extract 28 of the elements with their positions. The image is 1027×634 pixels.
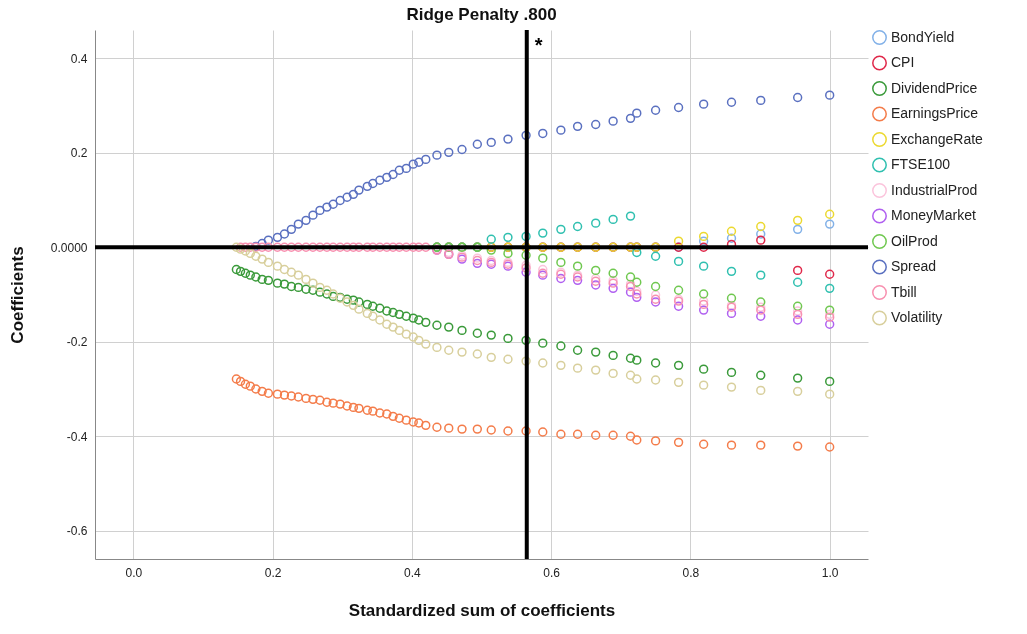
x-tick-label: 0.8 xyxy=(682,565,700,580)
y-axis-title: Coefficients xyxy=(7,246,27,344)
legend-label: DividendPrice xyxy=(891,79,978,96)
y-tick-label: -0.6 xyxy=(66,524,88,539)
legend-label: OilProd xyxy=(891,232,938,249)
y-tick-label: 0.2 xyxy=(70,146,88,161)
chart-title: Ridge Penalty .800 xyxy=(406,5,557,24)
legend-label: Tbill xyxy=(891,283,917,300)
legend-label: Volatility xyxy=(891,309,943,325)
legend-label: ExchangeRate xyxy=(891,130,984,147)
legend-label: Spread xyxy=(891,258,937,274)
legend-label: CPI xyxy=(891,54,915,70)
y-tick-label: 0.4 xyxy=(70,51,88,66)
legend-label: BondYield xyxy=(891,28,955,45)
y-tick-label: -0.4 xyxy=(66,429,88,444)
x-tick-label: 0.2 xyxy=(264,565,282,580)
legend-label: EarningsPrice xyxy=(891,105,979,121)
x-tick-label: 0.4 xyxy=(404,565,422,580)
legend-label: IndustrialProd xyxy=(891,181,978,198)
y-tick-label: 0.0000 xyxy=(50,240,88,255)
x-axis-title: Standardized sum of coefficients xyxy=(348,600,616,620)
ref-line-label: * xyxy=(534,34,543,56)
x-tick-label: 0.6 xyxy=(543,565,561,580)
legend-label: FTSE100 xyxy=(891,156,951,172)
x-tick-label: 0.0 xyxy=(125,565,143,580)
x-tick-label: 1.0 xyxy=(821,565,839,580)
legend-label: MoneyMarket xyxy=(891,207,976,223)
y-tick-label: -0.2 xyxy=(66,335,88,350)
